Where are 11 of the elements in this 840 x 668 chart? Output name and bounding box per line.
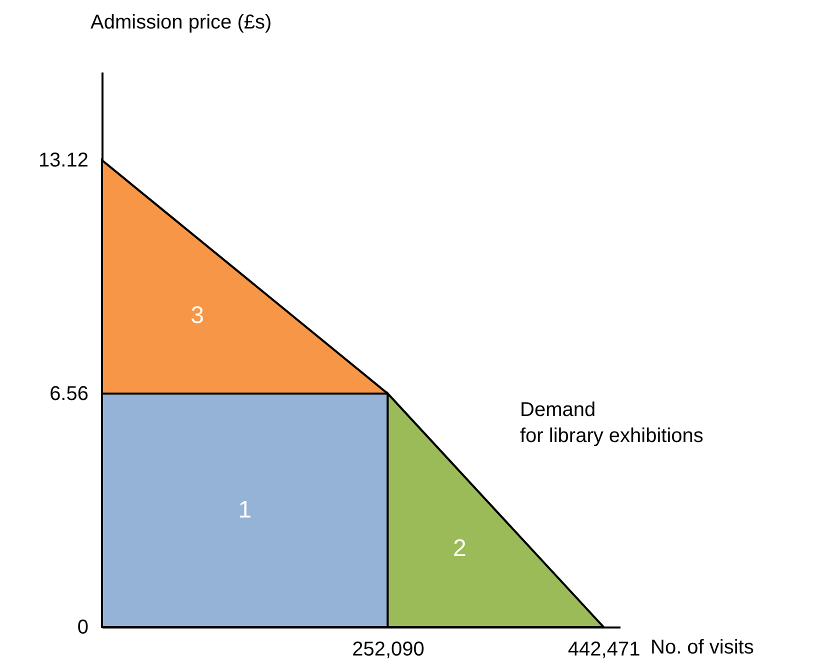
x-axis-title: No. of visits [650, 636, 754, 658]
y-axis-title: Admission price (£s) [90, 12, 272, 34]
annotation: Demand for library exhibitions [520, 399, 704, 447]
x-tick-label: 442,471 [568, 638, 640, 660]
series-label: 1 [238, 496, 252, 524]
y-tick-label: 0 [77, 616, 88, 638]
series-label: 2 [452, 535, 466, 562]
y-tick-label: 6.56 [50, 383, 88, 406]
series-label: 3 [190, 302, 204, 329]
x-tick-label: 252,090 [352, 638, 424, 660]
y-tick-label: 13.12 [38, 150, 88, 172]
